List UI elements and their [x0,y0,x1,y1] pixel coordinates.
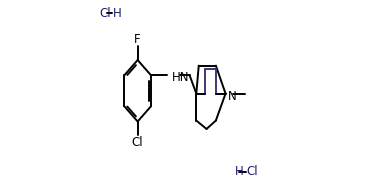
Text: H: H [234,165,243,178]
Text: N: N [227,90,236,103]
Text: Cl: Cl [132,136,144,149]
Text: H: H [113,7,121,20]
Text: HN: HN [172,71,190,84]
Text: Cl: Cl [246,165,258,178]
Text: Cl: Cl [99,7,111,20]
Text: F: F [134,33,141,46]
